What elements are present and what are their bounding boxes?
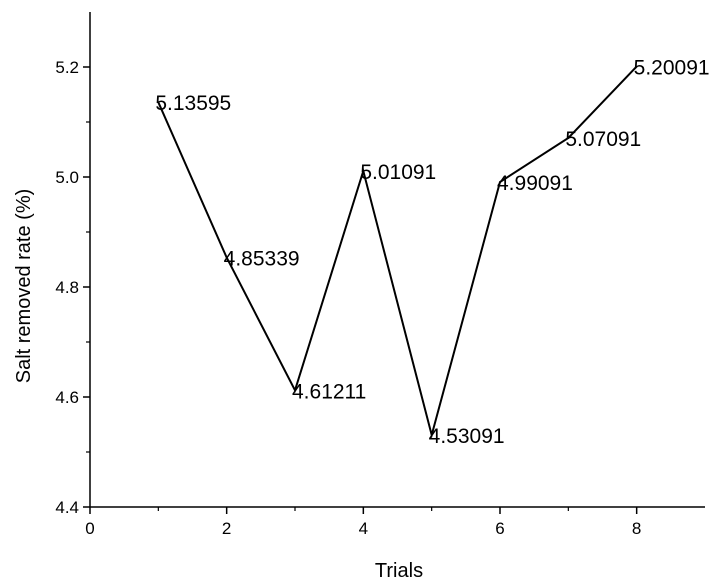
data-label: 5.07091 — [565, 128, 641, 151]
x-tick-label: 8 — [632, 519, 641, 538]
x-tick-label: 0 — [85, 519, 94, 538]
y-tick-label: 5.2 — [55, 58, 79, 77]
data-label: 5.01091 — [360, 161, 436, 184]
x-tick-label: 4 — [359, 519, 368, 538]
series-line — [157, 65, 638, 439]
x-axis-title: Trials — [375, 560, 423, 581]
y-tick-label: 4.4 — [55, 498, 79, 517]
axes: 0 2 4 6 8 4.4 4.6 4.8 5.0 5.2 — [55, 12, 705, 538]
data-label: 4.99091 — [497, 172, 573, 195]
data-label: 5.13595 — [155, 92, 231, 115]
data-labels: 5.13595 4.85339 4.61211 5.01091 4.53091 4.990… — [155, 56, 709, 448]
y-axis-title: Salt removed rate (%) — [13, 189, 35, 384]
data-label: 4.61211 — [292, 380, 366, 403]
data-label: 4.53091 — [429, 425, 505, 448]
y-tick-label: 4.8 — [55, 278, 79, 297]
data-label: 4.85339 — [224, 248, 300, 271]
y-tick-label: 5.0 — [55, 168, 79, 187]
x-tick-label: 2 — [222, 519, 231, 538]
data-label: 5.20091 — [634, 56, 710, 79]
plot-area — [157, 65, 638, 439]
y-tick-label: 4.6 — [55, 388, 79, 407]
x-tick-label: 6 — [495, 519, 504, 538]
